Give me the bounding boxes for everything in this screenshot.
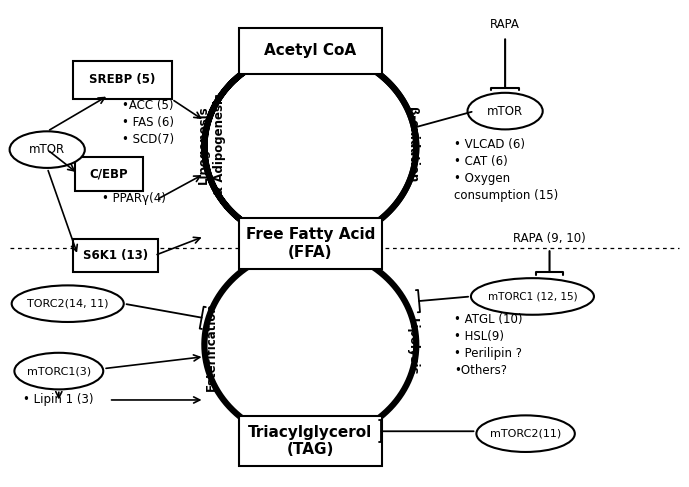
Text: RAPA (9, 10): RAPA (9, 10)	[513, 232, 586, 245]
Text: β-oxidation: β-oxidation	[407, 107, 420, 183]
FancyBboxPatch shape	[238, 218, 382, 269]
Text: S6K1 (13): S6K1 (13)	[83, 249, 148, 262]
Text: •ACC (5)
• FAS (6)
• SCD(7): •ACC (5) • FAS (6) • SCD(7)	[123, 99, 174, 146]
Text: RAPA: RAPA	[490, 18, 520, 31]
Text: Lipogenesis
& Adipogenesis: Lipogenesis & Adipogenesis	[197, 94, 226, 196]
FancyBboxPatch shape	[74, 157, 143, 190]
Text: Acetyl CoA: Acetyl CoA	[265, 43, 356, 58]
Text: mTOR: mTOR	[29, 143, 65, 156]
Ellipse shape	[10, 131, 85, 168]
Text: Triacylglycerol
(TAG): Triacylglycerol (TAG)	[248, 425, 373, 457]
Text: • ATGL (10)
• HSL(9)
• Perilipin ?
•Others?: • ATGL (10) • HSL(9) • Perilipin ? •Othe…	[454, 313, 522, 377]
Text: mTORC1 (12, 15): mTORC1 (12, 15)	[488, 291, 577, 301]
Text: Free Fatty Acid
(FFA): Free Fatty Acid (FFA)	[246, 227, 375, 260]
FancyBboxPatch shape	[73, 239, 158, 272]
Text: C/EBP: C/EBP	[90, 167, 128, 180]
Text: SREBP (5): SREBP (5)	[89, 74, 156, 86]
Text: mTORC1(3): mTORC1(3)	[27, 366, 91, 376]
Ellipse shape	[471, 278, 594, 315]
Ellipse shape	[14, 353, 103, 390]
Text: mTOR: mTOR	[487, 105, 523, 117]
FancyBboxPatch shape	[238, 415, 382, 466]
Ellipse shape	[476, 415, 575, 452]
Ellipse shape	[12, 285, 124, 322]
FancyBboxPatch shape	[73, 60, 172, 99]
Text: • PPARγ(4): • PPARγ(4)	[102, 192, 166, 205]
Text: • Lipin 1 (3): • Lipin 1 (3)	[23, 393, 94, 407]
FancyBboxPatch shape	[238, 28, 382, 74]
Text: Lipolysis: Lipolysis	[407, 318, 420, 376]
Text: Esterification: Esterification	[205, 302, 218, 392]
Text: mTORC2(11): mTORC2(11)	[490, 429, 562, 439]
Text: • VLCAD (6)
• CAT (6)
• Oxygen
consumption (15): • VLCAD (6) • CAT (6) • Oxygen consumpti…	[454, 138, 558, 202]
Text: TORC2(14, 11): TORC2(14, 11)	[27, 299, 108, 309]
Ellipse shape	[468, 93, 543, 130]
